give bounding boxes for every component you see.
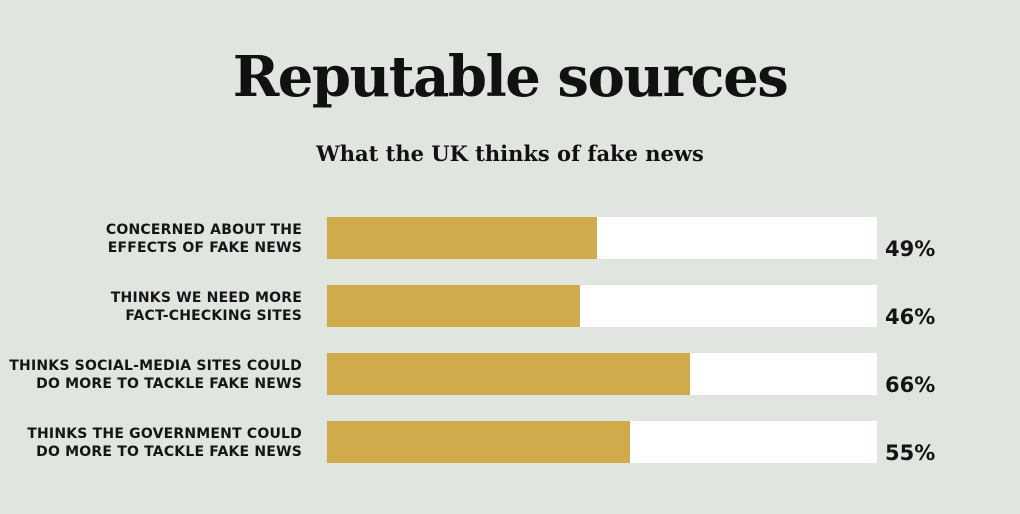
bar-label: THINKS SOCIAL-MEDIA SITES COULD DO MORE … xyxy=(9,358,302,392)
bar-track xyxy=(327,285,877,327)
chart-title: Reputable sources xyxy=(232,44,789,110)
bar-track xyxy=(327,217,877,259)
bar-track xyxy=(327,353,877,395)
bar-row: CONCERNED ABOUT THE EFFECTS OF FAKE NEWS… xyxy=(0,217,1020,277)
chart-subtitle: What the UK thinks of fake news xyxy=(316,141,704,166)
bar xyxy=(327,217,597,259)
bar-value-label: 55% xyxy=(885,441,936,465)
bar-label: THINKS WE NEED MORE FACT-CHECKING SITES xyxy=(110,290,302,324)
bar xyxy=(327,353,690,395)
bar-label: THINKS THE GOVERNMENT COULD DO MORE TO T… xyxy=(27,426,302,460)
bar-row: THINKS THE GOVERNMENT COULD DO MORE TO T… xyxy=(0,421,1020,481)
bar-row: THINKS WE NEED MORE FACT-CHECKING SITES 4… xyxy=(0,285,1020,345)
bar-value-label: 46% xyxy=(885,305,936,329)
bar xyxy=(327,421,630,463)
bar-value-label: 66% xyxy=(885,373,936,397)
bar-value-label: 49% xyxy=(885,237,936,261)
bar-row: THINKS SOCIAL-MEDIA SITES COULD DO MORE … xyxy=(0,353,1020,413)
bar xyxy=(327,285,580,327)
bar-label: CONCERNED ABOUT THE EFFECTS OF FAKE NEWS xyxy=(105,222,302,256)
bar-track xyxy=(327,421,877,463)
